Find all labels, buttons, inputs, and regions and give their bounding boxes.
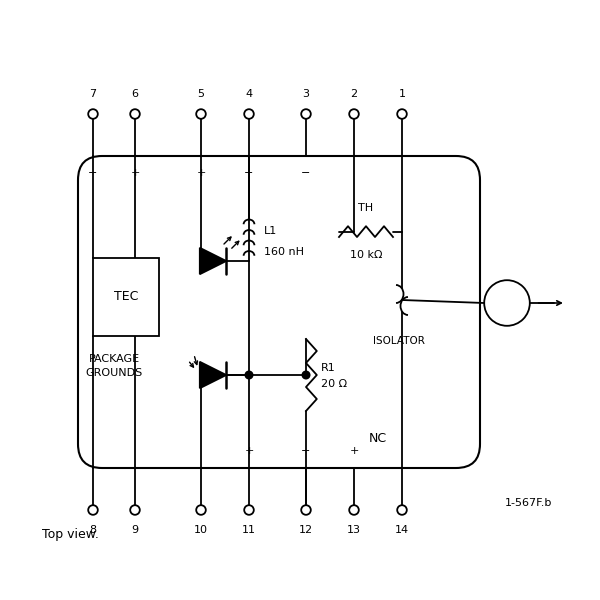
Text: 10: 10 — [194, 525, 208, 535]
Circle shape — [301, 109, 311, 119]
Text: +: + — [244, 446, 254, 456]
Text: TH: TH — [358, 203, 374, 213]
Text: +: + — [196, 168, 206, 178]
Circle shape — [244, 505, 254, 515]
Text: 13: 13 — [347, 525, 361, 535]
Circle shape — [245, 371, 253, 379]
Circle shape — [484, 280, 530, 326]
FancyBboxPatch shape — [78, 156, 480, 468]
Text: 3: 3 — [302, 89, 310, 99]
Text: +: + — [130, 168, 140, 178]
Text: 1: 1 — [398, 89, 406, 99]
Circle shape — [88, 109, 98, 119]
Text: −: − — [88, 168, 98, 178]
Circle shape — [130, 505, 140, 515]
Text: 11: 11 — [242, 525, 256, 535]
Circle shape — [302, 371, 310, 379]
Text: ISOLATOR: ISOLATOR — [373, 336, 425, 346]
Text: 14: 14 — [395, 525, 409, 535]
Text: 20 Ω: 20 Ω — [321, 379, 347, 389]
Text: Top view.: Top view. — [42, 528, 99, 541]
Text: 10 kΩ: 10 kΩ — [350, 250, 382, 260]
Text: 160 nH: 160 nH — [264, 247, 304, 257]
Circle shape — [349, 109, 359, 119]
Text: −: − — [301, 446, 311, 456]
Bar — [93, 258, 159, 336]
Text: 1-567F.b: 1-567F.b — [505, 498, 552, 508]
Text: PACKAGE
GROUNDS: PACKAGE GROUNDS — [85, 355, 143, 377]
Text: 5: 5 — [197, 89, 205, 99]
Circle shape — [196, 109, 206, 119]
Text: −: − — [244, 168, 254, 178]
Circle shape — [301, 505, 311, 515]
Text: 6: 6 — [131, 89, 139, 99]
Text: 4: 4 — [245, 89, 253, 99]
Text: 2: 2 — [350, 89, 358, 99]
Text: 7: 7 — [89, 89, 97, 99]
Polygon shape — [200, 248, 226, 274]
Text: 8: 8 — [89, 525, 97, 535]
Polygon shape — [200, 362, 226, 388]
Text: NC: NC — [369, 431, 387, 445]
Text: R1: R1 — [321, 363, 336, 373]
Text: +: + — [349, 446, 359, 456]
Circle shape — [196, 505, 206, 515]
Circle shape — [397, 109, 407, 119]
Circle shape — [349, 505, 359, 515]
Text: L1: L1 — [264, 226, 277, 236]
Text: −: − — [301, 168, 311, 178]
Text: 9: 9 — [131, 525, 139, 535]
Circle shape — [397, 505, 407, 515]
Text: 12: 12 — [299, 525, 313, 535]
Circle shape — [244, 109, 254, 119]
Circle shape — [130, 109, 140, 119]
Circle shape — [88, 505, 98, 515]
Text: TEC: TEC — [114, 290, 138, 304]
